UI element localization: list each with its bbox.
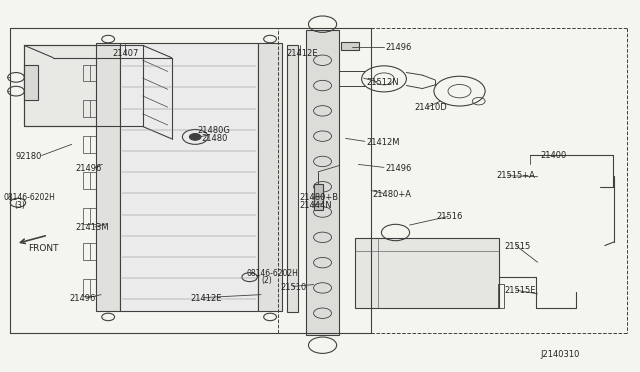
Bar [498,284,504,308]
Text: 21407: 21407 [112,49,138,58]
Circle shape [189,134,201,140]
Bar [83,208,90,224]
Text: 21512N: 21512N [366,78,399,87]
Text: 21410D: 21410D [415,103,447,112]
Text: J2140310: J2140310 [541,350,580,359]
Text: 21412E: 21412E [191,294,222,303]
Text: 21515+A: 21515+A [496,171,535,180]
Text: 21412M: 21412M [366,138,399,147]
Bar [258,43,282,311]
Bar [341,42,359,50]
Text: 21480: 21480 [201,134,227,143]
Text: 21444N: 21444N [300,201,332,210]
Text: 21412E: 21412E [287,49,318,58]
Bar [83,136,90,153]
Bar [24,65,38,100]
Text: 21496: 21496 [385,43,412,52]
Bar [306,30,339,335]
Text: 21480+B: 21480+B [300,193,339,202]
Bar [83,172,90,189]
Text: 21510: 21510 [280,283,307,292]
Text: 92180: 92180 [16,152,42,161]
Text: (3): (3) [14,201,25,210]
Bar [314,184,323,210]
Bar [24,45,143,126]
Bar [96,43,120,311]
Text: 08146-6202H: 08146-6202H [3,193,55,202]
Text: 08146-6202H: 08146-6202H [246,269,298,278]
Bar [83,100,90,117]
Bar [355,238,499,308]
Text: 21480G: 21480G [197,126,230,135]
Text: (2): (2) [261,276,272,285]
Text: 21480+A: 21480+A [372,190,412,199]
Text: 21413M: 21413M [76,223,109,232]
Bar [287,45,298,312]
Bar [83,243,90,260]
Bar [120,43,258,311]
Text: FRONT: FRONT [28,244,59,253]
Bar [83,279,90,296]
Text: 21515: 21515 [504,242,531,251]
Text: 21515E: 21515E [504,286,536,295]
Text: 21496: 21496 [76,164,102,173]
Text: 21400: 21400 [541,151,567,160]
Text: 21496: 21496 [385,164,412,173]
Bar [83,65,90,81]
Text: 21496: 21496 [69,294,95,303]
Text: 21516: 21516 [436,212,463,221]
